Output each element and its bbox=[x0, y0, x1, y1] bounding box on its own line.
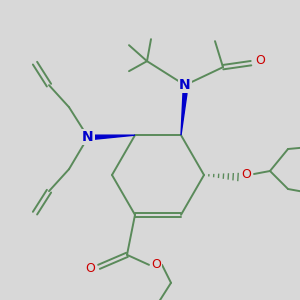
Text: O: O bbox=[85, 262, 95, 275]
Text: N: N bbox=[179, 78, 191, 92]
Polygon shape bbox=[95, 135, 135, 139]
Polygon shape bbox=[181, 93, 187, 135]
Text: O: O bbox=[151, 258, 161, 271]
Text: O: O bbox=[241, 167, 251, 181]
Text: O: O bbox=[255, 54, 265, 67]
Text: N: N bbox=[82, 130, 94, 144]
